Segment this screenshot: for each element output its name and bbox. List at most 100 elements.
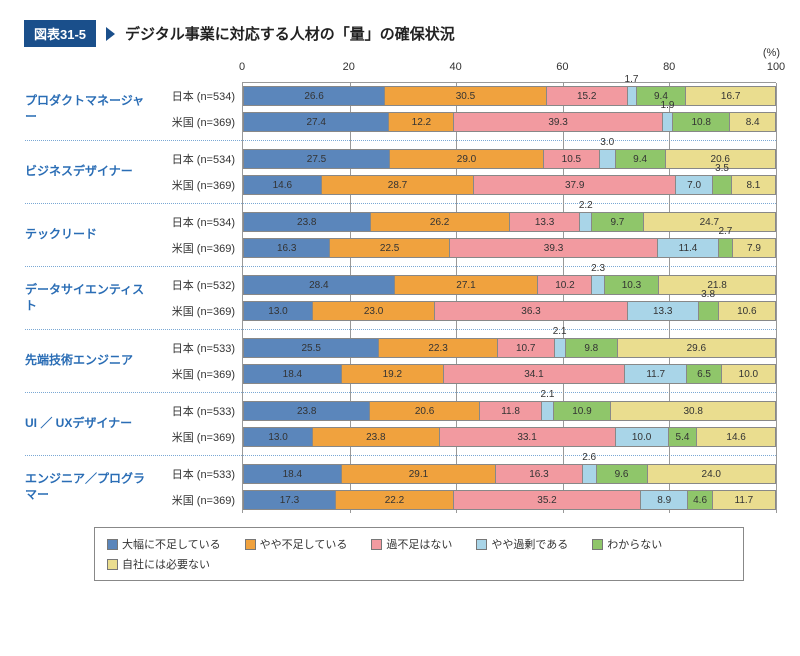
bar-segment: 19.2	[342, 365, 444, 383]
group-divider	[25, 455, 776, 456]
segment-value: 36.3	[521, 306, 540, 317]
plot-area: プロダクトマネージャー日本 (n=534)26.630.515.21.79.41…	[242, 83, 776, 513]
bar-segment: 7.0	[676, 176, 713, 194]
segment-value: 6.5	[697, 369, 711, 380]
bar-segment: 27.1	[395, 276, 539, 294]
category-group: エンジニア／プログラマー日本 (n=533)18.429.116.32.69.6…	[243, 461, 776, 513]
arrow-icon	[106, 27, 115, 41]
segment-value: 9.6	[615, 469, 629, 480]
segment-value: 13.0	[268, 432, 287, 443]
bar-segment: 36.3	[435, 302, 628, 320]
bar-row: 日本 (n=534)26.630.515.21.79.416.7	[243, 83, 776, 109]
bar-segment: 10.0	[722, 365, 775, 383]
bar-segment: 23.8	[313, 428, 440, 446]
bar-row: 米国 (n=369)14.628.737.97.03.58.1	[243, 172, 776, 198]
bar-segment: 3.8	[699, 302, 719, 320]
legend-swatch	[245, 539, 256, 550]
bar-segment: 35.2	[454, 491, 641, 509]
segment-value: 27.4	[307, 117, 326, 128]
bar-segment: 29.0	[390, 150, 544, 168]
bar-segment: 11.7	[713, 491, 775, 509]
bar-row: 米国 (n=369)18.419.234.111.76.510.0	[243, 361, 776, 387]
segment-value: 18.4	[283, 369, 302, 380]
bar-segment: 2.3	[592, 276, 604, 294]
bar-segment: 25.5	[244, 339, 379, 357]
row-label: 米国 (n=369)	[161, 429, 239, 445]
segment-value: 17.3	[280, 495, 299, 506]
segment-value: 10.2	[555, 280, 574, 291]
segment-value: 10.0	[739, 369, 758, 380]
group-divider	[25, 266, 776, 267]
bar-row: 米国 (n=369)13.023.833.110.05.414.6	[243, 424, 776, 450]
segment-value: 1.9	[661, 100, 675, 111]
row-label: 日本 (n=532)	[161, 277, 239, 293]
segment-value: 11.8	[501, 406, 520, 417]
bar-segment: 9.8	[566, 339, 618, 357]
row-label: 日本 (n=534)	[161, 214, 239, 230]
bar-segment: 11.8	[480, 402, 543, 420]
bar-segment: 18.4	[244, 365, 342, 383]
stacked-bar: 16.322.539.311.42.77.9	[243, 238, 776, 258]
bar-row: 米国 (n=369)13.023.036.313.33.810.6	[243, 298, 776, 324]
legend-item: やや過剰である	[476, 536, 568, 552]
bar-segment: 8.4	[730, 113, 775, 131]
category-label: UI ／ UXデザイナー	[25, 416, 155, 432]
segment-value: 16.3	[529, 469, 548, 480]
segment-value: 11.4	[679, 243, 698, 254]
segment-value: 26.6	[304, 91, 323, 102]
legend-item: 自社には必要ない	[107, 556, 210, 572]
segment-value: 22.5	[380, 243, 399, 254]
bar-segment: 23.8	[244, 213, 371, 231]
group-divider	[25, 329, 776, 330]
segment-value: 29.6	[687, 343, 706, 354]
bar-segment: 13.0	[244, 428, 313, 446]
row-label: 米国 (n=369)	[161, 303, 239, 319]
row-label: 日本 (n=533)	[161, 340, 239, 356]
bar-segment: 4.6	[688, 491, 712, 509]
segment-value: 13.3	[535, 217, 554, 228]
category-label: テックリード	[25, 227, 155, 243]
segment-value: 7.0	[687, 180, 701, 191]
bar-segment: 9.7	[592, 213, 644, 231]
stacked-bar: 23.820.611.82.110.930.8	[243, 401, 776, 421]
bar-segment: 10.7	[498, 339, 555, 357]
segment-value: 10.9	[572, 406, 591, 417]
bar-segment: 1.9	[663, 113, 673, 131]
segment-value: 37.9	[565, 180, 584, 191]
bar-segment: 18.4	[244, 465, 342, 483]
stacked-bar: 25.522.310.72.19.829.6	[243, 338, 776, 358]
group-divider	[25, 203, 776, 204]
bar-segment: 17.3	[244, 491, 336, 509]
bar-segment: 8.1	[732, 176, 775, 194]
bar-segment: 20.6	[370, 402, 479, 420]
legend-label: 過不足はない	[386, 536, 452, 552]
segment-value: 2.7	[718, 226, 732, 237]
segment-value: 23.0	[364, 306, 383, 317]
group-divider	[25, 140, 776, 141]
bar-segment: 10.5	[544, 150, 600, 168]
segment-value: 11.7	[735, 495, 754, 506]
bar-segment: 26.6	[244, 87, 385, 105]
segment-value: 28.7	[388, 180, 407, 191]
bar-segment: 7.9	[733, 239, 775, 257]
bar-segment: 3.0	[600, 150, 616, 168]
chart-title: デジタル事業に対応する人材の「量」の確保状況	[125, 23, 455, 44]
bar-row: 日本 (n=534)23.826.213.32.29.724.7	[243, 209, 776, 235]
axis-tick: 0	[239, 61, 245, 73]
bar-segment: 22.3	[379, 339, 497, 357]
row-label: 日本 (n=534)	[161, 151, 239, 167]
bar-segment: 23.8	[244, 402, 370, 420]
bar-segment: 13.3	[510, 213, 581, 231]
bar-row: 日本 (n=534)27.529.010.53.09.420.6	[243, 146, 776, 172]
bar-segment: 37.9	[474, 176, 676, 194]
segment-value: 30.5	[456, 91, 475, 102]
segment-value: 2.1	[541, 389, 555, 400]
bar-segment: 11.4	[658, 239, 718, 257]
row-label: 日本 (n=534)	[161, 88, 239, 104]
category-group: テックリード日本 (n=534)23.826.213.32.29.724.7米国…	[243, 209, 776, 261]
segment-value: 15.2	[577, 91, 596, 102]
chart-area: (%) 020406080100 プロダクトマネージャー日本 (n=534)26…	[164, 61, 776, 513]
bar-segment: 34.1	[444, 365, 625, 383]
segment-value: 34.1	[524, 369, 543, 380]
bar-segment: 10.6	[719, 302, 775, 320]
